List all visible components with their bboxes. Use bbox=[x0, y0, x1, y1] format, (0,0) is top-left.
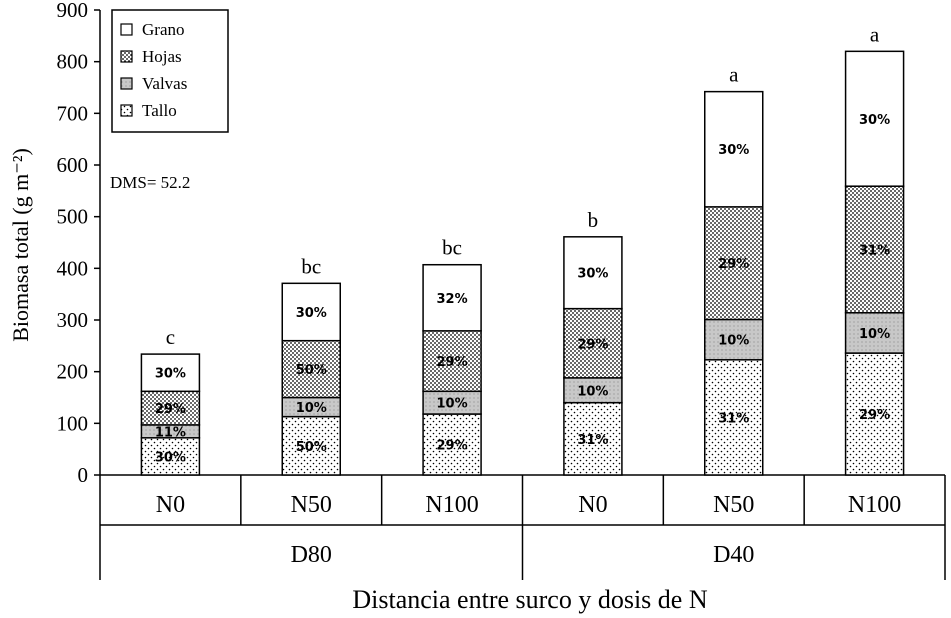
significance-letter: a bbox=[870, 22, 880, 46]
bar-segment-tallo bbox=[140, 437, 201, 476]
bar-segment-grano bbox=[704, 90, 764, 208]
bar-segment-grano bbox=[844, 50, 905, 187]
y-tick-label: 400 bbox=[57, 256, 89, 280]
y-tick-label: 300 bbox=[57, 308, 89, 332]
legend-swatch-grano bbox=[120, 23, 133, 36]
bar-segment-label: 29% bbox=[437, 439, 468, 454]
bar-segment-valvas bbox=[844, 312, 905, 354]
bar-segment-label: 10% bbox=[718, 334, 749, 349]
bar-segment-tallo bbox=[563, 401, 623, 476]
bar-segment-valvas bbox=[704, 318, 764, 361]
x-tick-label: N0 bbox=[578, 492, 607, 518]
bar-segment-label: 32% bbox=[437, 292, 468, 307]
bar-segment-tallo bbox=[281, 415, 341, 476]
bar-segment-label: 31% bbox=[859, 243, 890, 258]
group-label: D40 bbox=[713, 542, 754, 568]
x-tick-label: N100 bbox=[425, 492, 478, 518]
bar-segment-grano bbox=[281, 282, 341, 342]
significance-letter: b bbox=[588, 208, 599, 232]
bar-segment-label: 29% bbox=[155, 402, 186, 417]
y-tick-label: 0 bbox=[78, 463, 89, 487]
x-axis-label: Distancia entre surco y dosis de N bbox=[352, 585, 707, 614]
bar-segment-label: 30% bbox=[155, 450, 186, 465]
x-tick-label: N100 bbox=[848, 492, 901, 518]
bar-segment-hojas bbox=[422, 330, 482, 393]
bar-segment-label: 10% bbox=[296, 401, 327, 416]
bar-segment-label: 29% bbox=[577, 337, 608, 352]
bar-segment-label: 31% bbox=[718, 411, 749, 426]
significance-letter: c bbox=[166, 325, 175, 349]
bar-segment-grano bbox=[563, 236, 623, 310]
legend-swatch-valvas bbox=[120, 77, 133, 90]
bar-segment-tallo bbox=[422, 413, 482, 476]
bar-segment-label: 30% bbox=[155, 367, 186, 382]
x-tick-label: N50 bbox=[291, 492, 332, 518]
legend-label-hojas: Hojas bbox=[142, 47, 182, 66]
bar-segment-label: 30% bbox=[859, 113, 890, 128]
bar-segment-label: 10% bbox=[859, 327, 890, 342]
bar-segment-label: 50% bbox=[296, 363, 327, 378]
bar-segment-label: 50% bbox=[296, 440, 327, 455]
group-label: D80 bbox=[291, 542, 332, 568]
y-tick-label: 600 bbox=[57, 153, 89, 177]
plot-area: 0 100 200 300 400 500 600 700 800 900 N0 N50 N100 N0 N… bbox=[57, 0, 946, 580]
significance-letter: bc bbox=[442, 236, 462, 260]
bar-segment-label: 30% bbox=[718, 143, 749, 158]
significance-letter: bc bbox=[301, 254, 321, 278]
y-tick-label: 100 bbox=[57, 411, 89, 435]
bar-segment-label: 31% bbox=[577, 433, 608, 448]
bar-segment-grano bbox=[140, 353, 201, 393]
bar-segment-label: 11% bbox=[155, 425, 186, 440]
legend-label-tallo: Tallo bbox=[142, 101, 177, 120]
bar-segment-tallo bbox=[704, 359, 764, 476]
legend-swatch-tallo bbox=[120, 104, 133, 117]
bar-segment-grano bbox=[422, 263, 482, 332]
dms-annotation: DMS= 52.2 bbox=[110, 173, 190, 192]
bar-segment-label: 29% bbox=[437, 355, 468, 370]
bar-segment-label: 29% bbox=[718, 257, 749, 272]
legend-swatch-hojas bbox=[120, 50, 133, 63]
bar-segment-hojas bbox=[704, 206, 764, 321]
y-axis-label: Biomasa total (g m⁻²) bbox=[8, 148, 33, 342]
x-tick-label: N0 bbox=[156, 492, 185, 518]
legend-label-valvas: Valvas bbox=[142, 74, 187, 93]
bar-segment-label: 29% bbox=[859, 408, 890, 423]
y-tick-label: 200 bbox=[57, 360, 89, 384]
bar-segment-label: 10% bbox=[577, 384, 608, 399]
bar-segment-label: 10% bbox=[437, 397, 468, 412]
bar-segment-hojas bbox=[281, 339, 341, 399]
y-tick-label: 500 bbox=[57, 205, 89, 229]
y-tick-label: 700 bbox=[57, 101, 89, 125]
y-tick-label: 800 bbox=[57, 50, 89, 74]
legend-label-grano: Grano bbox=[142, 20, 184, 39]
bar-segment-label: 30% bbox=[296, 306, 327, 321]
significance-letter: a bbox=[729, 63, 739, 87]
x-tick-label: N50 bbox=[713, 492, 754, 518]
bar-segment-label: 30% bbox=[577, 267, 608, 282]
legend: Grano Hojas Valvas Tallo bbox=[111, 9, 229, 133]
bar-segment-tallo bbox=[844, 352, 905, 476]
y-tick-label: 900 bbox=[57, 0, 89, 22]
